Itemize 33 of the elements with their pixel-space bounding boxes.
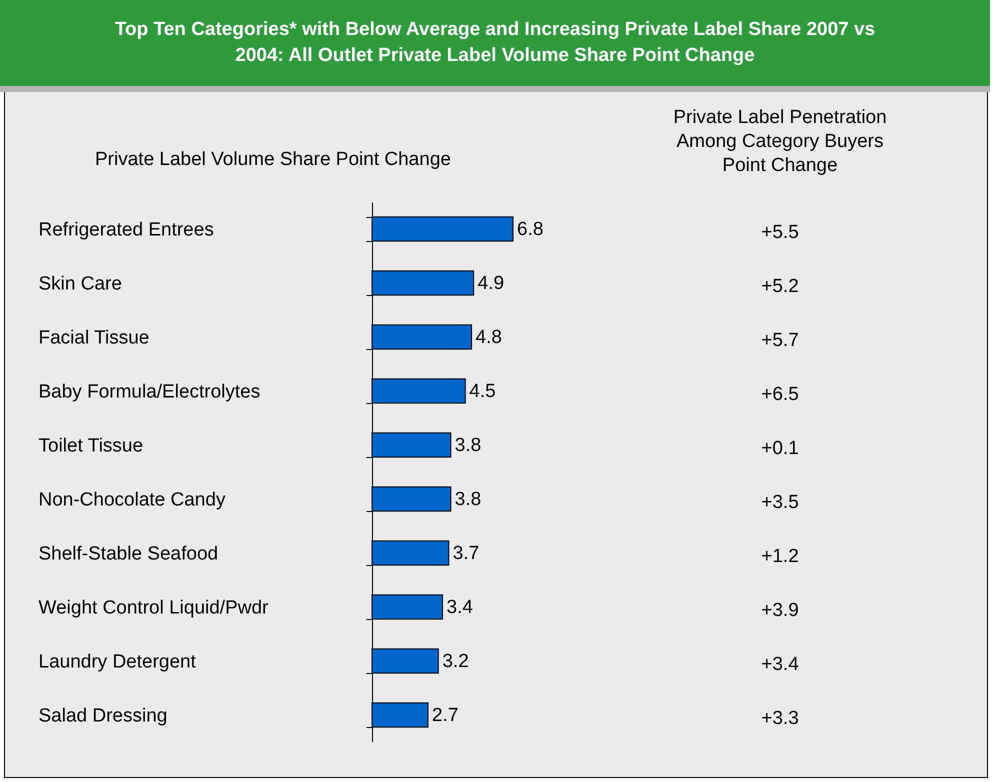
data-label: +0.1 bbox=[761, 438, 799, 459]
y-tick-label: Facial Tissue bbox=[38, 328, 150, 348]
data-label: +5.5 bbox=[761, 222, 799, 243]
y-tick-label: Baby Formula/Electrolytes bbox=[38, 382, 260, 402]
data-label: 3.8 bbox=[454, 489, 482, 510]
data-label: 3.4 bbox=[446, 597, 474, 618]
data-label: +3.4 bbox=[761, 654, 800, 675]
y-tick-label: Weight Control Liquid/Pwdr bbox=[38, 598, 270, 618]
data-label: 4.9 bbox=[478, 273, 504, 294]
y-tick-label: Salad Dressing bbox=[38, 706, 168, 726]
y-tick-label: Refrigerated Entrees bbox=[38, 220, 214, 240]
chart-title: Top Ten Categories* with Below Average and Increasing Private Label Share 2007 vs 2004: All Outlet Private Label Volume Share Point Change bbox=[0, 0, 990, 92]
data-label: 4.8 bbox=[476, 327, 502, 348]
data-label: +5.2 bbox=[761, 276, 799, 297]
data-label: +3.9 bbox=[761, 600, 799, 621]
y-tick-label: Laundry Detergent bbox=[38, 652, 197, 672]
data-label: 3.8 bbox=[454, 435, 482, 456]
y-tick-label: Toilet Tissue bbox=[38, 436, 144, 456]
data-label: 4.5 bbox=[469, 381, 496, 402]
data-label: +3.3 bbox=[761, 708, 799, 729]
data-label: +3.5 bbox=[761, 492, 799, 513]
data-label: 2.7 bbox=[432, 705, 458, 726]
data-label: +6.5 bbox=[761, 384, 799, 405]
data-label: 3.7 bbox=[452, 543, 480, 564]
y-tick-label: Shelf-Stable Seafood bbox=[38, 544, 218, 564]
data-label: +1.2 bbox=[761, 546, 799, 567]
data-label: 6.8 bbox=[517, 219, 544, 240]
text: Private Label Penetration Among Category Buyers Point Change bbox=[673, 107, 887, 176]
data-label: +5.7 bbox=[761, 330, 799, 351]
data-label: 3.2 bbox=[442, 651, 469, 672]
y-tick-label: Non-Chocolate Candy bbox=[38, 490, 226, 510]
chart-subtitle: Private Label Volume Share Point Change bbox=[95, 149, 451, 170]
y-tick-label: Skin Care bbox=[38, 274, 122, 294]
